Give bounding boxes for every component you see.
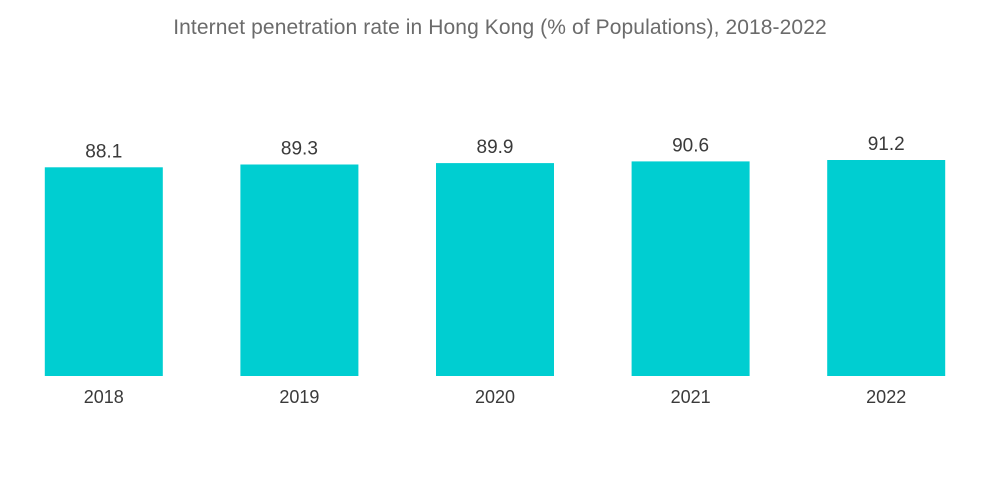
bars-layer — [44, 160, 946, 376]
bar-2018 — [44, 167, 163, 376]
bar-2022 — [827, 160, 946, 376]
x-tick-2019: 2019 — [279, 387, 319, 407]
x-tick-2018: 2018 — [84, 387, 124, 407]
x-tick-2022: 2022 — [866, 387, 906, 407]
bar-2021 — [631, 161, 750, 376]
bar-2020 — [436, 163, 554, 376]
data-label-2021: 90.6 — [672, 135, 709, 156]
x-tick-2020: 2020 — [475, 387, 515, 407]
data-labels-layer: 88.1 89.3 89.9 90.6 91.2 — [85, 134, 904, 162]
data-label-2018: 88.1 — [85, 141, 122, 162]
data-label-2020: 89.9 — [477, 137, 514, 158]
x-tick-2021: 2021 — [671, 387, 711, 407]
bar-2019 — [240, 164, 359, 376]
x-axis-ticks: 2018 2019 2020 2021 2022 — [84, 387, 906, 407]
data-label-2019: 89.3 — [281, 139, 318, 160]
chart-title: Internet penetration rate in Hong Kong (… — [173, 16, 827, 39]
data-label-2022: 91.2 — [868, 134, 905, 155]
